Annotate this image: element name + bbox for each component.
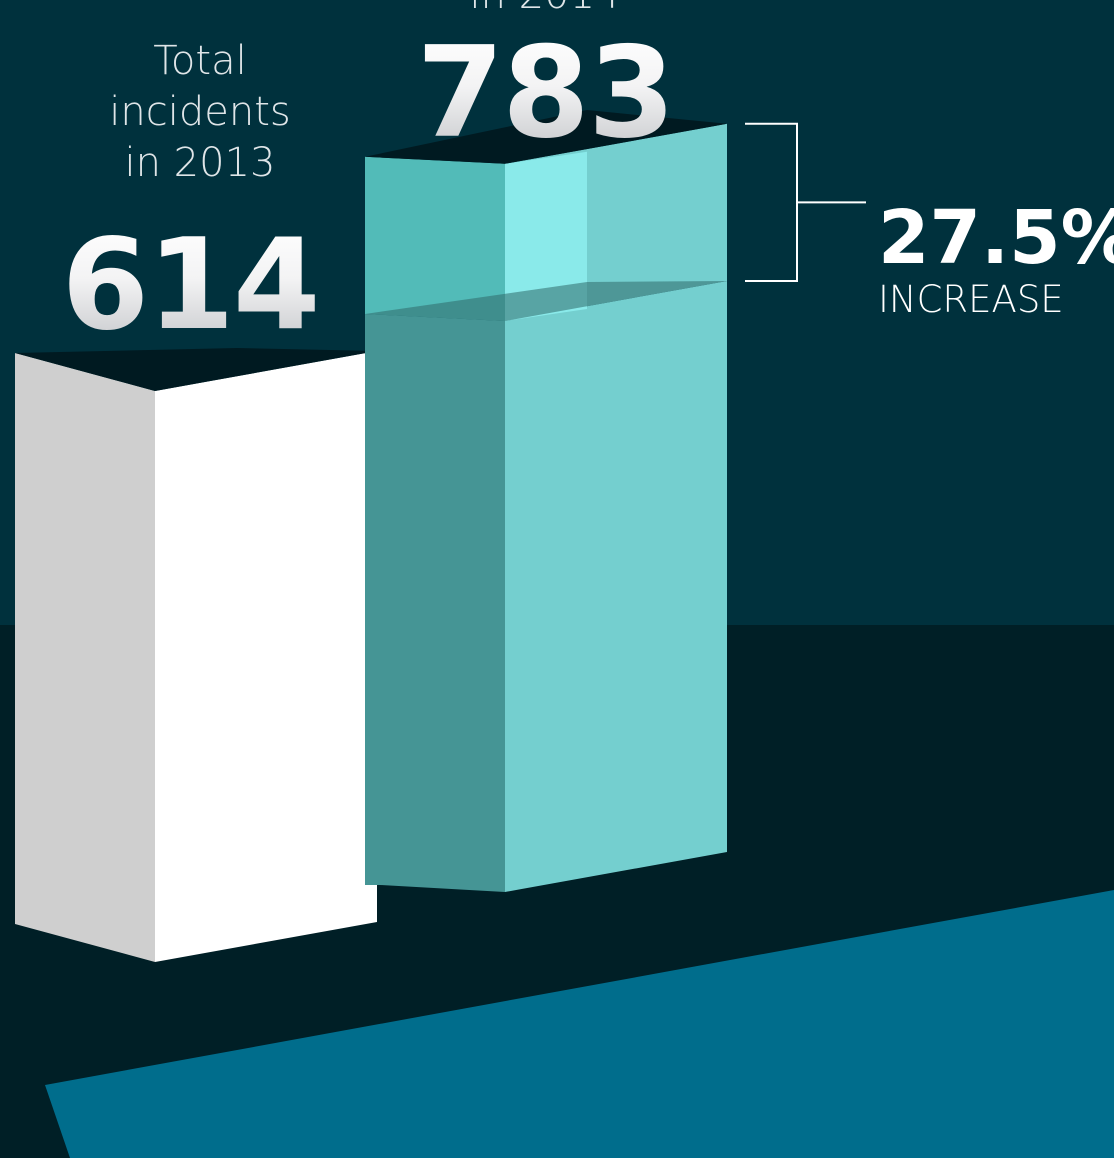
label-2014: in 2014 [380,0,710,21]
increase-percent: 27.5% [878,195,1114,281]
bar-2013 [15,348,377,963]
bar-2014-2013-level-plane [365,280,727,321]
floor-accent-panel [45,890,1114,1158]
bar-2013-side [15,352,155,963]
value-2013: 614 [30,222,350,348]
bar-2013-top [15,348,377,391]
label-2013: Total incidents in 2013 [109,38,291,186]
bar-2014-increase-center [505,151,587,321]
increase-bracket [745,122,866,282]
increase-label: INCREASE [878,278,1064,321]
value-2014: 783 [385,30,705,156]
bar-2014-top [365,110,727,164]
bar-2013-front [155,350,377,963]
bar-2014-increase-left [365,156,505,321]
bar-2014-left-face [365,313,505,893]
bar-2014-right-face [505,280,727,893]
bar-2014 [365,110,727,893]
